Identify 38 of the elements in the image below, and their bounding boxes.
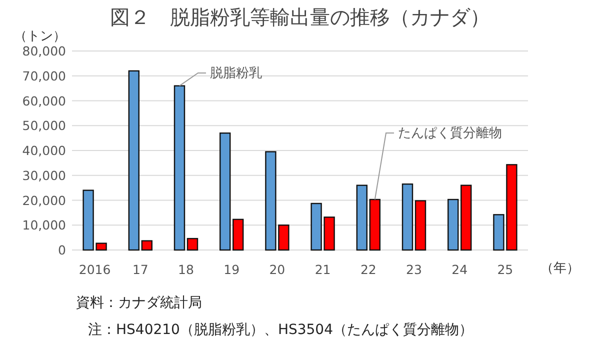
series-label: たんぱく質分離物	[398, 126, 502, 141]
bar	[369, 198, 380, 251]
y-tick-label: 0	[58, 242, 66, 258]
x-tick-label: 19	[224, 262, 240, 277]
x-tick-label: 18	[178, 262, 194, 277]
y-tick-label: 30,000	[22, 168, 66, 183]
x-tick-label: 2016	[78, 262, 111, 277]
y-tick-label: 80,000	[22, 44, 66, 58]
chart-title: 図２ 脱脂粉乳等輸出量の推移（カナダ）	[110, 5, 490, 29]
series-label: 脱脂粉乳	[210, 66, 262, 81]
text: 注：HS40210（脱脂粉乳）、HS3504（たんぱく質分離物）	[88, 322, 473, 338]
bar	[460, 184, 472, 251]
bar	[356, 184, 368, 251]
bar	[402, 183, 414, 251]
x-axis-title: （年）	[540, 261, 580, 276]
bar	[414, 200, 426, 251]
x-tick-label: 22	[360, 262, 376, 277]
y-tick-label: 40,000	[22, 143, 66, 158]
x-tick-label: 17	[132, 262, 148, 277]
bar	[128, 70, 140, 251]
y-tick-label: 20,000	[22, 192, 66, 208]
bar	[232, 218, 244, 251]
bar	[141, 240, 152, 251]
y-tick-label: 70,000	[22, 68, 66, 84]
bar	[174, 85, 186, 251]
bar	[186, 238, 198, 251]
x-tick-label: 24	[452, 262, 468, 277]
bar	[448, 198, 459, 251]
y-tick-label: 60,000	[22, 93, 66, 108]
x-tick-label: 25	[497, 262, 514, 277]
x-tick-label: 23	[406, 262, 422, 277]
y-tick-label: 50,000	[22, 118, 66, 134]
y-axis-title: （トン）	[14, 29, 66, 44]
x-tick-label: 20	[269, 262, 286, 277]
x-tick-label: 21	[314, 262, 331, 277]
y-tick-label: 10,000	[22, 218, 66, 233]
bar	[220, 132, 231, 251]
text: 資料：カナダ統計局	[76, 295, 202, 311]
